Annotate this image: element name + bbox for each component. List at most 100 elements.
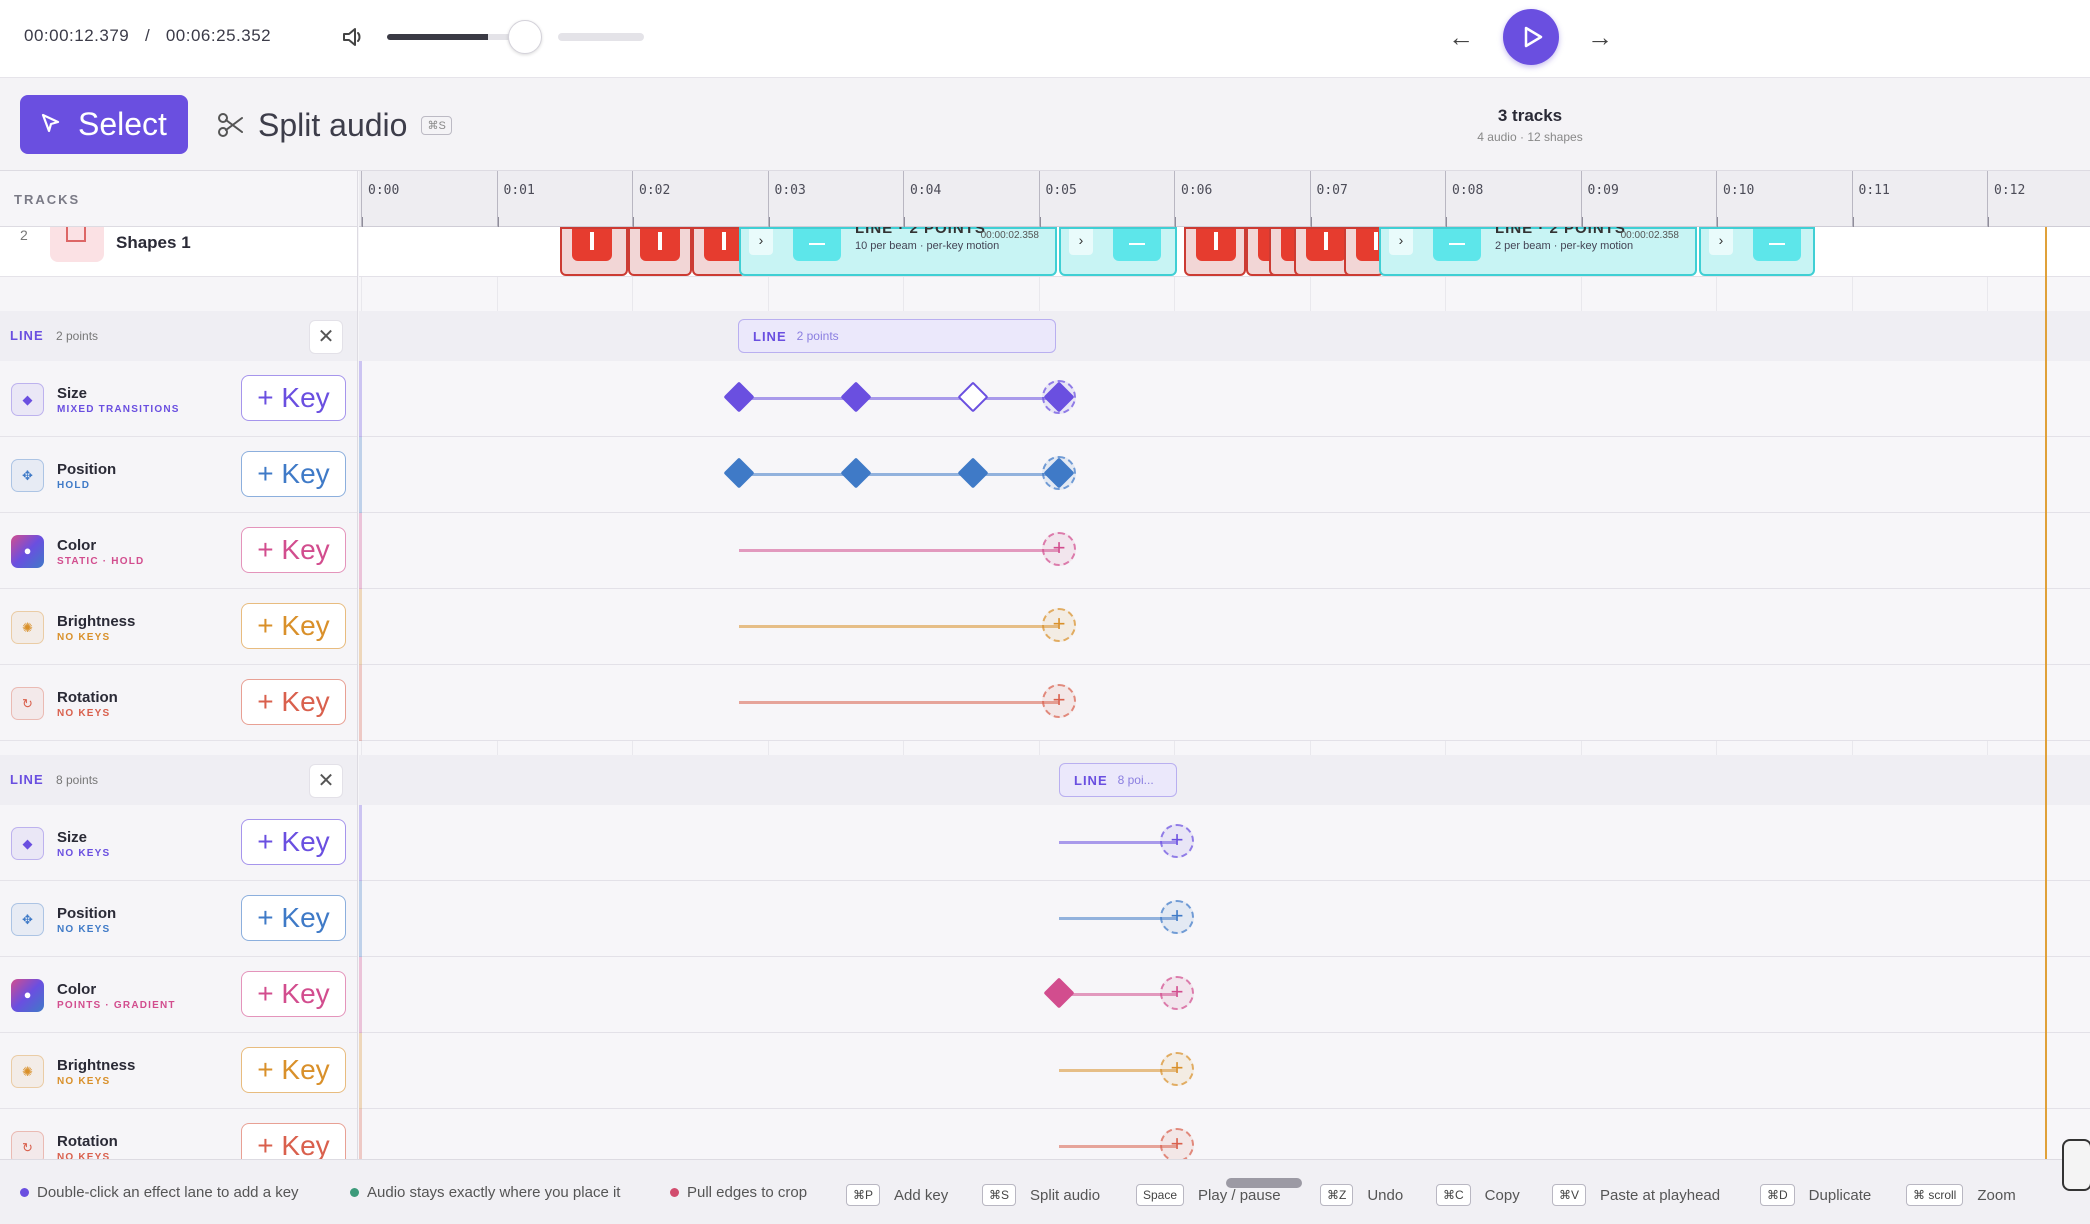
- effect-row-rotation[interactable]: ↻ Rotation NO KEYS + Key: [0, 665, 357, 741]
- keyframe-diamond[interactable]: [1043, 977, 1075, 1009]
- arrow-left-icon[interactable]: ←: [1448, 22, 1474, 52]
- effect-row-brightness[interactable]: ✺ Brightness NO KEYS + Key: [0, 589, 357, 665]
- effect-lane-brightness[interactable]: +: [359, 589, 2090, 665]
- clip-subtitle: 10 per beam · per-key motion: [855, 240, 1000, 252]
- group-pill[interactable]: LINE 2 points: [738, 319, 1056, 353]
- hint-crop: Pull edges to crop: [670, 1184, 807, 1201]
- effect-lane-position[interactable]: +: [359, 437, 2090, 513]
- volume-slider-track[interactable]: [387, 34, 527, 40]
- shortcut-label: Split audio: [1030, 1186, 1101, 1204]
- shape-clip[interactable]: [1184, 227, 1246, 276]
- shape-clip[interactable]: [692, 227, 746, 276]
- effect-mode: STATIC · HOLD: [57, 556, 145, 567]
- speaker-icon[interactable]: [340, 24, 366, 50]
- tracks-header: TRACKS: [0, 171, 358, 227]
- effect-mode: HOLD: [57, 480, 91, 491]
- seek-bar[interactable]: [558, 33, 644, 41]
- add-key-button[interactable]: + Key: [241, 971, 346, 1017]
- time-ruler[interactable]: 0:00 0:01 0:02 0:03 0:04 0:05 0:06 0:07 0:08 0:09…: [359, 171, 2090, 227]
- shortcut-hint: ⌘D Duplicate: [1760, 1184, 1871, 1206]
- add-key-target-icon[interactable]: +: [1042, 684, 1076, 718]
- add-key-button[interactable]: + Key: [241, 1047, 346, 1093]
- effect-lane-rotation[interactable]: +: [359, 1109, 2090, 1159]
- effect-lane-rotation[interactable]: +: [359, 665, 2090, 741]
- arrow-right-icon[interactable]: →: [1587, 22, 1613, 52]
- ruler-tick: 0:03: [767, 171, 806, 227]
- effect-row-position[interactable]: ✥ Position HOLD + Key: [0, 437, 357, 513]
- close-icon[interactable]: ✕: [309, 764, 343, 798]
- split-shortcut-badge: ⌘S: [421, 115, 452, 135]
- timeline-lanes[interactable]: › LINE · 2 POINTS 00:00:02.358 10 per beam …: [359, 227, 2090, 1159]
- shortcut-key: ⌘D: [1760, 1184, 1795, 1206]
- side-panel-handle[interactable]: [2062, 1139, 2090, 1191]
- add-key-target-icon[interactable]: +: [1160, 900, 1194, 934]
- add-key-target-icon[interactable]: +: [1042, 532, 1076, 566]
- scissors-icon: [218, 113, 243, 137]
- effect-row-size[interactable]: ◆ Size NO KEYS + Key: [0, 805, 357, 881]
- add-key-target-icon[interactable]: +: [1042, 608, 1076, 642]
- shortcut-hint: ⌘V Paste at playhead: [1552, 1184, 1720, 1206]
- volume-slider-handle[interactable]: [508, 20, 542, 54]
- keyframe-diamond[interactable]: [723, 457, 755, 489]
- effect-lane-size[interactable]: +: [359, 805, 2090, 881]
- add-key-target-icon[interactable]: +: [1160, 1052, 1194, 1086]
- effect-row-color[interactable]: ● Color POINTS · GRADIENT + Key: [0, 957, 357, 1033]
- keyframe-diamond[interactable]: [840, 457, 872, 489]
- add-key-button[interactable]: + Key: [241, 527, 346, 573]
- close-icon[interactable]: ✕: [309, 320, 343, 354]
- shortcut-key: ⌘C: [1436, 1184, 1471, 1206]
- play-button[interactable]: [1503, 9, 1559, 65]
- add-key-button[interactable]: + Key: [241, 603, 346, 649]
- keyframe-diamond[interactable]: [723, 381, 755, 413]
- line-clip[interactable]: ›: [1059, 227, 1177, 276]
- shape-clip[interactable]: [628, 227, 692, 276]
- shortcut-hint: ⌘P Add key: [846, 1184, 948, 1206]
- effect-lane-position[interactable]: +: [359, 881, 2090, 957]
- ruler-tick: 0:00: [361, 171, 399, 227]
- shortcut-key: Space: [1136, 1184, 1185, 1206]
- horizontal-scrollbar[interactable]: [1226, 1178, 1302, 1188]
- keyframe-diamond[interactable]: [840, 381, 872, 413]
- key-segment: [739, 701, 1059, 704]
- ruler-tick: 0:11: [1851, 171, 1890, 227]
- keyframe-diamond[interactable]: [957, 457, 989, 489]
- add-key-target-icon[interactable]: +: [1160, 1128, 1194, 1159]
- add-key-button[interactable]: + Key: [241, 895, 346, 941]
- effect-row-color[interactable]: ● Color STATIC · HOLD + Key: [0, 513, 357, 589]
- sun-icon: ✺: [11, 1055, 44, 1088]
- select-tool-button[interactable]: Select: [20, 95, 188, 154]
- line-clip[interactable]: ›: [1699, 227, 1815, 276]
- effect-lane-color[interactable]: +: [359, 957, 2090, 1033]
- add-key-button[interactable]: + Key: [241, 819, 346, 865]
- effect-row-size[interactable]: ◆ Size MIXED TRANSITIONS + Key: [0, 361, 357, 437]
- keyframe-diamond[interactable]: [957, 381, 989, 413]
- add-key-button[interactable]: + Key: [241, 375, 346, 421]
- effect-name: Size: [57, 385, 88, 402]
- effect-lane-brightness[interactable]: +: [359, 1033, 2090, 1109]
- add-key-target-icon[interactable]: +: [1160, 824, 1194, 858]
- playhead[interactable]: [2045, 227, 2047, 1159]
- line-clip[interactable]: › LINE · 2 POINTS 00:00:02.358 10 per beam …: [739, 227, 1057, 276]
- add-key-target-icon[interactable]: +: [1160, 976, 1194, 1010]
- split-audio-button[interactable]: Split audio ⌘S: [216, 102, 452, 148]
- add-key-button[interactable]: + Key: [241, 679, 346, 725]
- ruler-tick: 0:08: [1445, 171, 1483, 227]
- track-clip-strip: › LINE · 2 POINTS 00:00:02.358 10 per beam …: [359, 227, 2090, 277]
- key-segment: [739, 549, 1059, 552]
- line-clip[interactable]: › LINE · 2 POINTS 00:00:02.358 2 per beam ·…: [1379, 227, 1697, 276]
- hint-audio: Audio stays exactly where you place it: [350, 1184, 620, 1201]
- add-key-button[interactable]: + Key: [241, 451, 346, 497]
- effect-lane-size[interactable]: +: [359, 361, 2090, 437]
- group-type: LINE: [10, 328, 44, 343]
- group-pill[interactable]: LINE 8 poi...: [1059, 763, 1177, 797]
- shape-clip[interactable]: [560, 227, 628, 276]
- track-row[interactable]: 2 Shapes 1: [0, 227, 357, 277]
- effect-lane-color[interactable]: +: [359, 513, 2090, 589]
- group-lane: LINE 8 poi...: [359, 755, 2090, 805]
- add-key-button[interactable]: + Key: [241, 1123, 346, 1159]
- clip-title: LINE · 2 POINTS: [1495, 227, 1626, 237]
- shape-clip[interactable]: [1344, 227, 1396, 276]
- effect-row-brightness[interactable]: ✺ Brightness NO KEYS + Key: [0, 1033, 357, 1109]
- effect-row-position[interactable]: ✥ Position NO KEYS + Key: [0, 881, 357, 957]
- effect-row-rotation[interactable]: ↻ Rotation NO KEYS + Key: [0, 1109, 357, 1159]
